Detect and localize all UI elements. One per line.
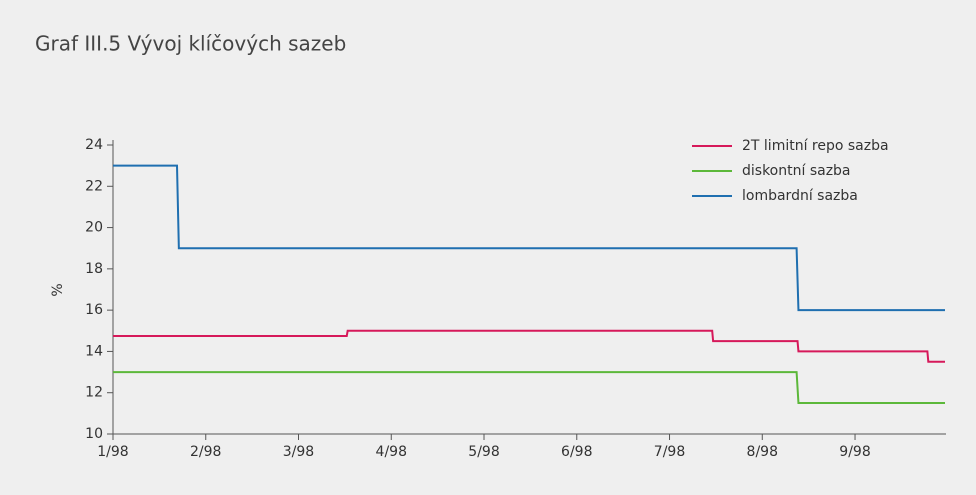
series-line [113,164,945,312]
x-tick-label: 4/98 [376,444,407,460]
x-tick-label: 2/98 [190,444,221,460]
y-tick-label: 14 [85,343,103,359]
legend-label: lombardní sazba [742,188,858,204]
y-tick-label: 16 [85,302,103,318]
legend-label: 2T limitní repo sazba [742,138,889,154]
y-tick-label: 20 [85,220,103,236]
y-axis-label: % [50,283,66,296]
y-tick-label: 18 [85,261,103,277]
chart-title: Graf III.5 Vývoj klíčových sazeb [35,32,346,56]
x-tick-label: 1/98 [97,444,128,460]
x-tick-label: 6/98 [561,444,592,460]
x-tick-label: 9/98 [839,444,870,460]
x-tick-label: 8/98 [747,444,778,460]
legend-label: diskontní sazba [742,163,851,179]
x-tick-label: 7/98 [654,444,685,460]
y-tick-label: 12 [85,385,103,401]
y-tick-label: 10 [85,426,103,442]
y-tick-label: 22 [85,178,103,194]
series-line [113,371,945,405]
x-tick-label: 5/98 [468,444,499,460]
x-tick-label: 3/98 [283,444,314,460]
y-tick-label: 24 [85,137,103,153]
series-line [113,329,945,363]
